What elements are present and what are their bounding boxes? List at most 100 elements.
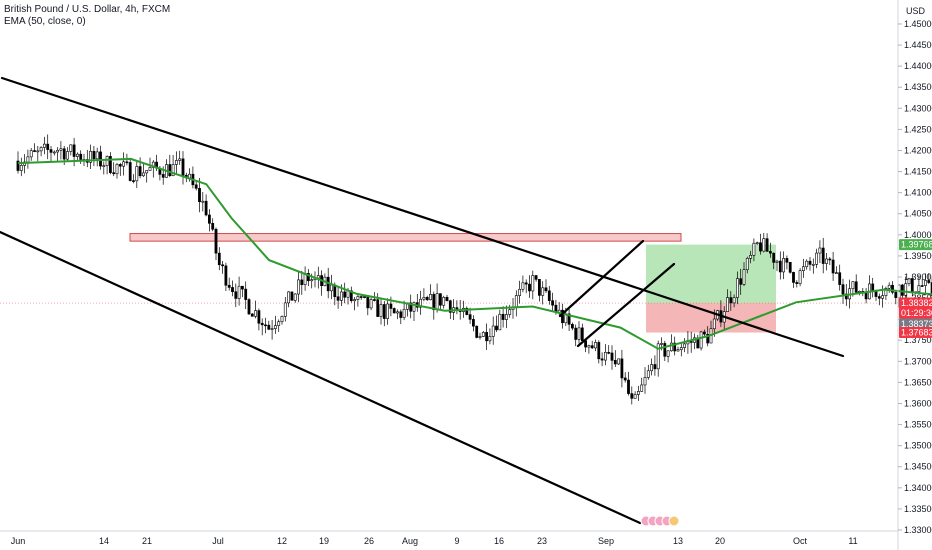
candle-body-215 <box>726 297 729 312</box>
candle-body-141 <box>481 332 485 337</box>
candle-body-119 <box>409 302 413 312</box>
event-icon-4 <box>668 515 680 527</box>
candle-body-106 <box>366 296 370 309</box>
candle-body-120 <box>412 302 416 312</box>
candle-body-216 <box>729 297 733 304</box>
candle-body-182 <box>617 358 621 365</box>
candle-body-47 <box>171 164 175 176</box>
candle-body-8 <box>42 143 46 148</box>
candle-body-171 <box>580 327 584 341</box>
candle-body-219 <box>739 278 743 285</box>
y-tick-label-2: 1.44000 <box>904 61 932 71</box>
symbol-title[interactable]: British Pound / U.S. Dollar, 4h, FXCM <box>4 4 171 15</box>
candle-body-237 <box>798 270 802 284</box>
candle-body-230 <box>775 260 779 263</box>
y-tick-label-6: 1.42000 <box>904 145 932 155</box>
chart-legend: British Pound / U.S. Dollar, 4h, FXCM EM… <box>4 4 170 28</box>
candle-body-146 <box>498 313 502 331</box>
ema-line <box>17 157 932 350</box>
candle-body-60 <box>214 228 218 254</box>
candle-body-153 <box>521 282 525 290</box>
candle-body-31 <box>118 164 122 167</box>
ema-tag-bg <box>899 318 932 329</box>
candle-body-23 <box>92 150 96 160</box>
candle-body-245 <box>825 258 828 264</box>
candle-body-57 <box>204 200 208 216</box>
candle-body-232 <box>782 258 786 273</box>
ema-tag: 1.38373 <box>901 319 932 329</box>
candle-body-61 <box>217 252 221 266</box>
resistance-zone <box>129 233 682 242</box>
y-tick-label-18: 1.36000 <box>904 398 932 408</box>
x-tick-label-12: 13 <box>673 536 683 546</box>
candle-body-11 <box>52 151 56 154</box>
candle-body-139 <box>475 325 479 338</box>
candle-body-24 <box>95 151 99 160</box>
y-tick-label-1: 1.44500 <box>904 40 932 50</box>
candle-body-89 <box>310 279 314 282</box>
time-axis: Jun 14 21 Jul 12 19 26 Aug 9 16 23 Sep 13 20 Oct 11 <box>0 530 898 546</box>
candle-body-231 <box>778 260 782 273</box>
candle-body-259 <box>871 283 875 292</box>
candle-body-168 <box>570 324 574 329</box>
x-tick-label-4: 12 <box>277 536 287 546</box>
currency-label: USD <box>906 6 926 16</box>
candle-body-125 <box>429 294 432 301</box>
candle-body-222 <box>749 255 753 259</box>
y-tick-label-10: 1.40000 <box>904 230 932 240</box>
candle-body-25 <box>99 151 102 167</box>
candle-body-158 <box>537 279 541 296</box>
candle-body-97 <box>336 296 340 301</box>
candle-body-270 <box>907 278 911 285</box>
candle-body-22 <box>89 150 93 163</box>
candle-body-188 <box>636 391 640 395</box>
candle-body-200 <box>676 349 680 352</box>
candle-body-108 <box>372 299 376 301</box>
y-tick-label-8: 1.41000 <box>904 188 932 198</box>
candle-body-91 <box>316 275 320 279</box>
candle-body-78 <box>273 325 277 329</box>
candle-body-19 <box>79 153 83 160</box>
candle-body-68 <box>241 285 244 290</box>
y-tick-label-22: 1.34000 <box>904 483 932 493</box>
y-tick-label-19: 1.35500 <box>904 420 932 430</box>
candle-body-116 <box>399 311 403 318</box>
candle-body-75 <box>264 324 267 327</box>
candle-body-172 <box>584 340 588 348</box>
ema-layer <box>17 157 932 350</box>
candle-body-37 <box>138 166 142 177</box>
y-tick-label-15: 1.37500 <box>904 335 932 345</box>
candle-body-7 <box>39 147 43 152</box>
candle-body-65 <box>231 287 234 293</box>
candle-body-56 <box>201 200 205 203</box>
candle-body-26 <box>102 165 106 167</box>
candle-body-123 <box>422 297 426 300</box>
candle-body-112 <box>386 303 390 319</box>
candle-body-80 <box>280 316 284 323</box>
candle-body-152 <box>518 288 522 296</box>
candle-body-261 <box>877 296 881 299</box>
candle-body-202 <box>683 343 687 348</box>
candle-body-136 <box>465 307 469 315</box>
candle-body-73 <box>257 310 261 324</box>
candle-body-59 <box>211 223 215 230</box>
candle-body-189 <box>640 384 644 392</box>
indicator-label[interactable]: EMA (50, close, 0) <box>4 16 86 27</box>
candle-body-165 <box>561 309 564 324</box>
candle-body-39 <box>145 170 149 174</box>
candle-body-211 <box>712 318 716 330</box>
candle-body-235 <box>792 272 795 283</box>
candle-body-95 <box>330 284 333 292</box>
candle-body-35 <box>132 180 135 182</box>
candle-body-156 <box>531 275 535 292</box>
candle-body-88 <box>306 273 310 282</box>
candle-body-82 <box>287 291 291 304</box>
candle-body-58 <box>208 214 211 224</box>
candle-body-223 <box>752 242 756 256</box>
candle-body-207 <box>699 331 703 349</box>
candle-body-244 <box>821 247 825 264</box>
candle-body-201 <box>679 347 683 350</box>
candle-body-66 <box>234 291 238 299</box>
candle-body-102 <box>353 299 357 302</box>
